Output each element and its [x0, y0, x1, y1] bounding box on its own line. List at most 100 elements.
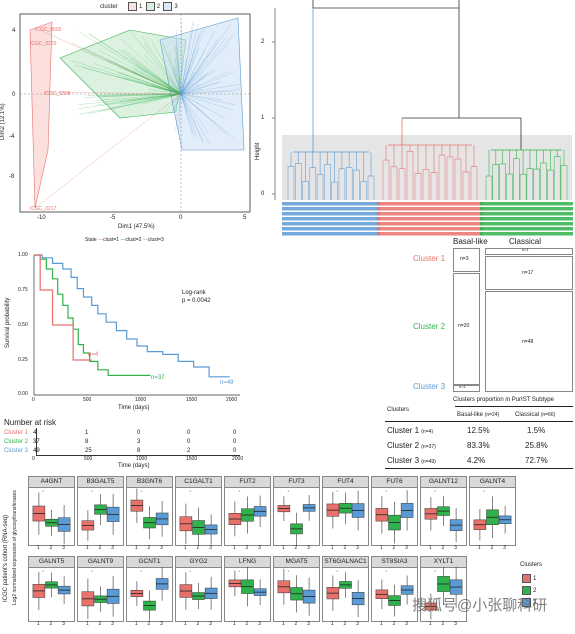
facet-xtick: 2 — [343, 621, 347, 627]
facet-strip-label: C1GALT1 — [176, 477, 221, 488]
boxplot-facet: LFNG * — [224, 556, 271, 622]
table-header-clusters: Clusters — [387, 407, 410, 413]
svg-text:*: * — [141, 569, 143, 574]
km-logrank: Log-rank — [182, 290, 206, 296]
risk-label-c1: Cluster 1 — [4, 430, 29, 436]
pca-legend-1: 1 — [139, 4, 143, 11]
pca-label-0502: ICGC_0502 — [35, 27, 62, 33]
facet-strip-label: A4GNT — [29, 477, 74, 488]
table-row1-basal: 12.5% — [467, 426, 490, 435]
pca-legend: 1 2 3 — [128, 2, 178, 11]
km-n-c2: n=37 — [151, 375, 165, 381]
pca-xtick-3: 0 — [179, 215, 183, 221]
facet-xtick: 3 — [356, 545, 359, 551]
facet-strip-label: FUT2 — [225, 477, 270, 488]
svg-text:*: * — [190, 569, 192, 574]
facet-xtick: 3 — [356, 621, 359, 627]
boxplot-facet: MGAT5 * — [273, 556, 320, 622]
facet-xtick: 3 — [111, 621, 114, 627]
risk-xtick: 2000 — [232, 456, 244, 462]
facet-xtick: 1 — [36, 545, 40, 551]
boxplot-legend-3: 3 — [522, 598, 536, 607]
facet-xtick: 2 — [98, 545, 102, 551]
state-legend-1: clust=1 — [103, 237, 120, 243]
facet-strip-label: FUT3 — [274, 477, 319, 488]
dendro-ylabel: Height — [255, 142, 261, 160]
facet-strip-label: GYG2 — [176, 557, 221, 568]
facet-xtick: 1 — [134, 621, 138, 627]
facet-strip-label: FUT6 — [372, 477, 417, 488]
km-pvalue: p = 0.0042 — [182, 298, 211, 304]
facet-strip-label: B3GNT6 — [127, 477, 172, 488]
risk-cell: 3 — [137, 439, 141, 445]
boxplot-facet: GALNT9 * — [77, 556, 124, 622]
svg-text:*: * — [288, 489, 290, 494]
facet-xtick: 3 — [405, 545, 408, 551]
km-xtick-2000: 2000 — [226, 397, 238, 403]
boxplot-facet: GALNT4 * — [469, 476, 516, 546]
boxplot-panel: ICGC patient's cohort (RNA-seq) Log2 nor… — [0, 470, 575, 634]
table-row1-cluster: Cluster 1 (n=4) — [387, 426, 434, 435]
svg-text:*: * — [288, 569, 290, 574]
pca-xlabel: Dim1 (47.5%) — [118, 224, 155, 230]
boxplot-facet: ST6GALNAC1 * — [322, 556, 369, 622]
boxplot-facet: FUT3 * — [273, 476, 320, 546]
facet-xtick: 2 — [196, 545, 200, 551]
boxplot-facet: FUT2 * — [224, 476, 271, 546]
dendrogram-panel: 2 1 0 Height — [255, 0, 575, 240]
facet-xtick: 3 — [258, 545, 261, 551]
pca-legend-3: 3 — [174, 4, 178, 11]
state-legend-title: State — [85, 237, 97, 243]
table-header-basal: Basal-like (n=24) — [457, 412, 500, 418]
watermark: 搜狐号@小张聊科研 — [412, 597, 548, 614]
mosaic-row-c2: Cluster 2 — [413, 322, 446, 331]
svg-text:*: * — [386, 569, 388, 574]
boxplot-legend-2: 2 — [522, 586, 536, 595]
pca-ytick-1: 4 — [12, 28, 16, 34]
dendro-ytick-2: 2 — [261, 39, 265, 45]
facet-strip-label: GALNT9 — [78, 557, 123, 568]
km-xtick-1000: 1000 — [135, 397, 147, 403]
facet-strip-label: MGAT5 — [274, 557, 319, 568]
boxplot-legend-1: 1 — [522, 574, 536, 583]
table-row2-basal: 83.3% — [467, 441, 490, 450]
table-row3-cluster: Cluster 3 (n=49) — [387, 456, 436, 465]
facet-xtick: 3 — [307, 545, 310, 551]
facet-xtick: 3 — [209, 621, 212, 627]
facet-xtick: 2 — [441, 545, 445, 551]
state-legend-3: clust=3 — [147, 237, 164, 243]
facet-xtick: 2 — [98, 621, 102, 627]
svg-text:*: * — [239, 489, 241, 494]
mosaic-cell-c2-classical: n=17 — [485, 256, 573, 290]
facet-xtick: 2 — [490, 545, 494, 551]
facet-xtick: 1 — [281, 545, 285, 551]
pca-ytick-4: -8 — [9, 174, 15, 180]
facet-xtick: 1 — [379, 545, 383, 551]
facet-xtick: 1 — [330, 545, 334, 551]
pca-label-0217: ICGC_0217 — [30, 206, 57, 212]
svg-text:*: * — [43, 489, 45, 494]
facet-strip-label: ST8SIA3 — [372, 557, 417, 568]
risk-cell: 8 — [137, 448, 141, 454]
svg-text:*: * — [337, 569, 339, 574]
facet-strip-label: GALNT12 — [421, 477, 466, 488]
facet-xtick: 3 — [307, 621, 310, 627]
facet-strip-label: ST6GALNAC1 — [323, 557, 368, 568]
km-panel: Survival probability 1.00 0.75 0.50 0.25… — [0, 250, 250, 470]
facet-xtick: 1 — [183, 545, 187, 551]
km-ytick-0: 0.00 — [18, 391, 28, 397]
svg-text:*: * — [239, 569, 241, 574]
risk-cell: 8 — [85, 439, 89, 445]
svg-text:*: * — [386, 489, 388, 494]
risk-label-c3: Cluster 3 — [4, 448, 29, 454]
risk-cell: 0 — [187, 439, 191, 445]
state-legend-2: clust=2 — [125, 237, 142, 243]
table-row1-classical: 1.5% — [527, 426, 546, 435]
risk-xtick: 1500 — [186, 456, 198, 462]
mosaic-row-c3: Cluster 3 — [413, 382, 446, 391]
boxplot-facet: GYG2 * — [175, 556, 222, 622]
facet-strip-label: GALNT5 — [29, 557, 74, 568]
km-xtick-1500: 1500 — [186, 397, 198, 403]
risk-cell: 0 — [233, 439, 237, 445]
km-n-c1: n=4 — [88, 352, 99, 358]
